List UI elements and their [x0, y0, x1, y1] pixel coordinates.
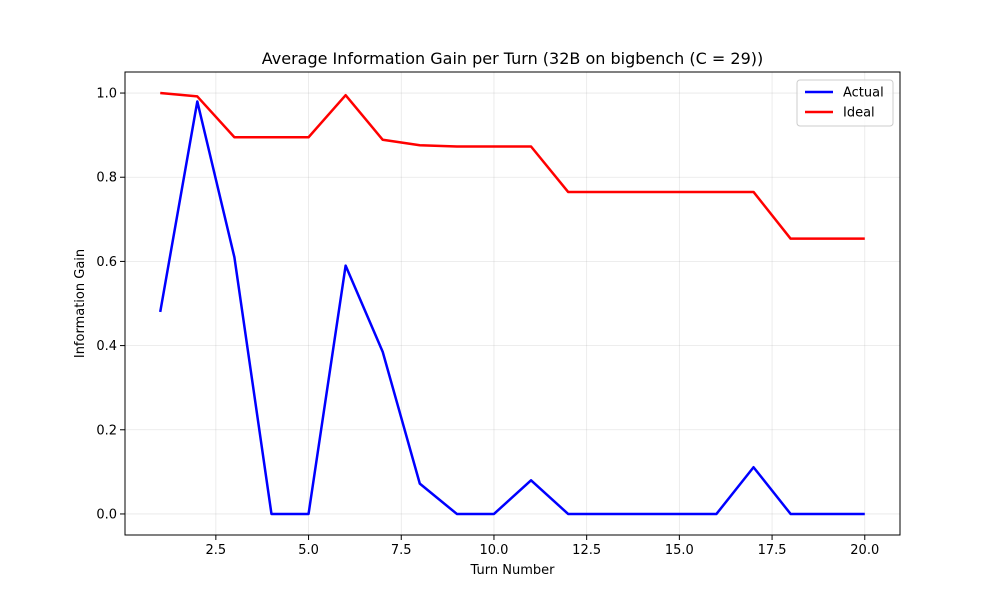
legend-label-ideal: Ideal: [843, 106, 875, 121]
series-lines: [158, 91, 865, 516]
x-tick-label: 15.0: [665, 543, 694, 558]
x-tick-label: 5.0: [298, 543, 319, 558]
series-line-ideal: [160, 91, 865, 240]
x-tick-label: 7.5: [391, 543, 412, 558]
legend-label-actual: Actual: [843, 86, 884, 101]
x-tick-label: 2.5: [206, 543, 227, 558]
y-tick-label: 0.4: [96, 339, 117, 354]
plot-frame: [124, 71, 901, 536]
x-tick-label: 10.0: [479, 543, 508, 558]
series-line-actual: [158, 100, 865, 516]
y-tick-label: 0.0: [96, 507, 117, 522]
chart-title: Average Information Gain per Turn (32B o…: [262, 49, 763, 68]
x-tick-label: 12.5: [572, 543, 601, 558]
y-tick-label: 0.2: [96, 423, 117, 438]
axis-ticks: 2.5 5.0 7.5 10.0 12.5 15.0 17.5 20.0 0.0 0.2 0.4 0.…: [96, 87, 879, 558]
grid: [125, 72, 900, 535]
y-axis-label: Information Gain: [73, 249, 88, 358]
x-tick-label: 20.0: [850, 543, 879, 558]
y-tick-label: 0.6: [96, 255, 117, 270]
y-tick-label: 0.8: [96, 171, 117, 186]
legend: Actual Ideal: [796, 79, 894, 127]
x-tick-label: 17.5: [758, 543, 787, 558]
x-axis-label: Turn Number: [470, 563, 556, 578]
y-tick-label: 1.0: [96, 87, 117, 102]
